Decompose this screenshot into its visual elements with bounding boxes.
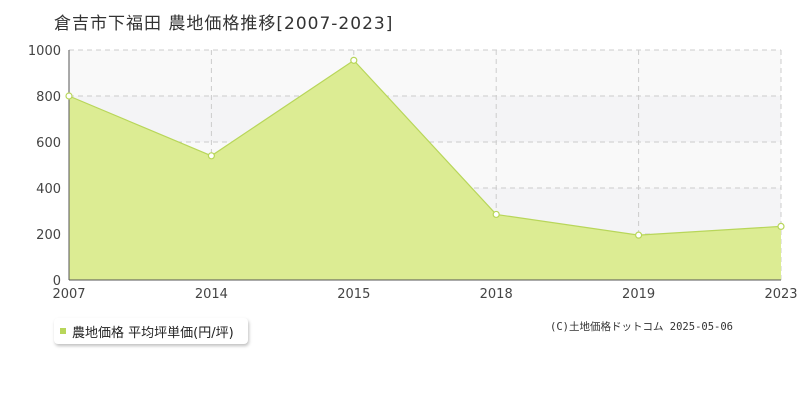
- data-point: [777, 222, 785, 231]
- data-point: [65, 92, 73, 100]
- area-series: [68, 59, 782, 280]
- x-tick-label: 2023: [764, 287, 797, 302]
- y-tick-label: 0: [53, 274, 61, 289]
- series-area-fill: [69, 60, 781, 280]
- y-tick-label: 400: [36, 182, 61, 197]
- legend-swatch: [60, 328, 66, 334]
- y-axis-tick-labels: 0 200 400 600 800 1000: [28, 44, 61, 289]
- data-points: [65, 56, 785, 239]
- y-tick-label: 1000: [28, 44, 61, 59]
- y-tick-label: 200: [36, 228, 61, 243]
- x-tick-label: 2007: [52, 287, 85, 302]
- x-tick-label: 2015: [337, 287, 370, 302]
- y-tick-label: 800: [36, 90, 61, 105]
- data-point: [634, 231, 643, 239]
- axes: [68, 50, 781, 281]
- chart-title: 倉吉市下福田 農地価格推移[2007-2023]: [54, 14, 394, 34]
- data-point: [492, 210, 500, 219]
- legend-label: 農地価格 平均坪単価(円/坪): [72, 325, 234, 341]
- x-tick-label: 2018: [480, 287, 513, 302]
- data-point: [207, 152, 215, 160]
- x-tick-label: 2019: [622, 287, 655, 302]
- plot-band: [69, 96, 781, 142]
- y-tick-label: 600: [36, 136, 61, 151]
- x-axis-tick-labels: 2007 2014 2015 2018 2019 2023: [52, 287, 797, 302]
- copyright-text: (C)土地価格ドットコム 2025-05-06: [550, 321, 734, 333]
- legend: 農地価格 平均坪単価(円/坪): [54, 318, 248, 344]
- data-point: [350, 56, 358, 64]
- series-line: [68, 59, 782, 236]
- x-tick-label: 2014: [195, 287, 228, 302]
